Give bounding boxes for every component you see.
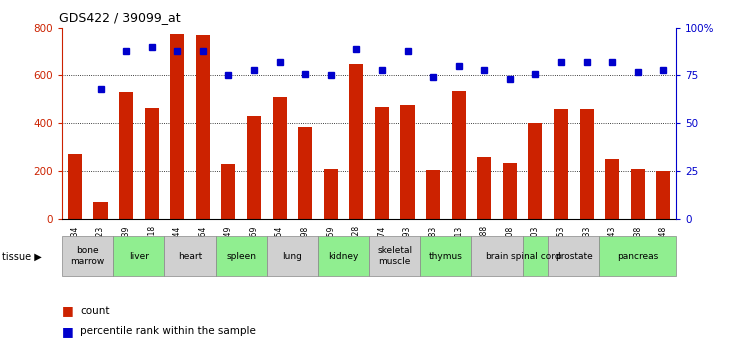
Bar [375,107,389,219]
Text: spleen: spleen [226,252,257,261]
Text: ■: ■ [62,325,74,338]
Text: GDS422 / 39099_at: GDS422 / 39099_at [59,11,181,24]
Text: tissue ▶: tissue ▶ [2,252,42,262]
Text: lung: lung [282,252,303,261]
Bar [68,155,82,219]
Bar [580,109,594,219]
Bar [164,236,216,276]
Bar [529,123,542,219]
Text: thymus: thymus [429,252,463,261]
Bar [196,35,210,219]
Bar [471,236,523,276]
Text: count: count [80,306,110,315]
Bar [94,202,107,219]
Text: bone
marrow: bone marrow [71,246,105,266]
Text: liver: liver [129,252,149,261]
Bar [554,109,568,219]
Bar [324,169,338,219]
Text: percentile rank within the sample: percentile rank within the sample [80,326,257,336]
Bar [113,236,164,276]
Text: prostate: prostate [555,252,593,261]
Bar [599,236,676,276]
Text: pancreas: pancreas [617,252,659,261]
Bar [273,97,287,219]
Bar [221,164,235,219]
Bar [503,163,517,219]
Text: brain: brain [485,252,509,261]
Bar [267,236,318,276]
Bar [349,63,363,219]
Bar [119,92,133,219]
Text: skeletal
muscle: skeletal muscle [377,246,412,266]
Bar [401,105,414,219]
Bar [62,236,113,276]
Bar [631,169,645,219]
Bar [318,236,369,276]
Bar [452,91,466,219]
Bar [145,108,159,219]
Text: ■: ■ [62,304,74,317]
Bar [548,236,599,276]
Bar [656,171,670,219]
Bar [216,236,267,276]
Bar [369,236,420,276]
Text: heart: heart [178,252,202,261]
Text: kidney: kidney [328,252,359,261]
Bar [247,116,261,219]
Bar [420,236,471,276]
Bar [426,170,440,219]
Bar [170,33,184,219]
Bar [605,159,619,219]
Bar [298,127,312,219]
Text: spinal cord: spinal cord [511,252,560,261]
Bar [477,157,491,219]
Bar [523,236,548,276]
